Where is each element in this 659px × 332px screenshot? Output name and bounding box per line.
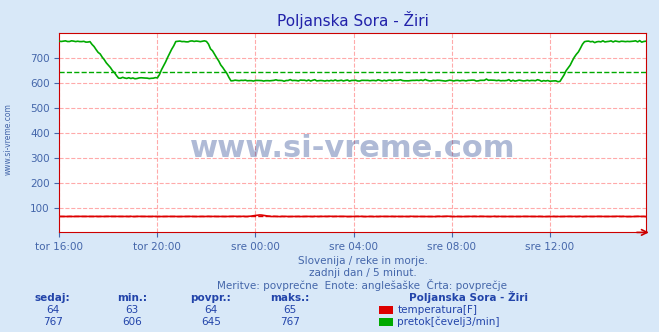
Text: Poljanska Sora - Žiri: Poljanska Sora - Žiri bbox=[409, 291, 528, 303]
Text: pretok[čevelj3/min]: pretok[čevelj3/min] bbox=[397, 317, 500, 327]
Text: Meritve: povprečne  Enote: anglešaške  Črta: povprečje: Meritve: povprečne Enote: anglešaške Črt… bbox=[217, 279, 507, 290]
Text: sedaj:: sedaj: bbox=[35, 293, 71, 303]
Text: www.si-vreme.com: www.si-vreme.com bbox=[190, 134, 515, 163]
Text: 65: 65 bbox=[283, 305, 297, 315]
Text: min.:: min.: bbox=[117, 293, 147, 303]
Text: maks.:: maks.: bbox=[270, 293, 310, 303]
Title: Poljanska Sora - Žiri: Poljanska Sora - Žiri bbox=[277, 11, 428, 29]
Text: 767: 767 bbox=[43, 317, 63, 327]
Text: temperatura[F]: temperatura[F] bbox=[397, 305, 477, 315]
Text: 63: 63 bbox=[125, 305, 138, 315]
Text: 64: 64 bbox=[46, 305, 59, 315]
Text: povpr.:: povpr.: bbox=[190, 293, 231, 303]
Text: 606: 606 bbox=[122, 317, 142, 327]
Text: 64: 64 bbox=[204, 305, 217, 315]
Text: Slovenija / reke in morje.: Slovenija / reke in morje. bbox=[297, 256, 428, 266]
Text: 767: 767 bbox=[280, 317, 300, 327]
Text: www.si-vreme.com: www.si-vreme.com bbox=[3, 104, 13, 175]
Text: 645: 645 bbox=[201, 317, 221, 327]
Text: zadnji dan / 5 minut.: zadnji dan / 5 minut. bbox=[308, 268, 416, 278]
